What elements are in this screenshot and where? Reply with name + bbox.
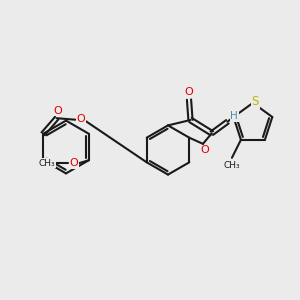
Text: CH₃: CH₃ xyxy=(223,161,240,170)
Text: O: O xyxy=(70,158,78,168)
Text: O: O xyxy=(76,114,85,124)
Text: O: O xyxy=(54,106,62,116)
Text: CH₃: CH₃ xyxy=(39,159,55,168)
Text: H: H xyxy=(230,111,238,122)
Text: O: O xyxy=(200,146,209,155)
Text: S: S xyxy=(252,95,259,108)
Text: O: O xyxy=(184,87,194,97)
